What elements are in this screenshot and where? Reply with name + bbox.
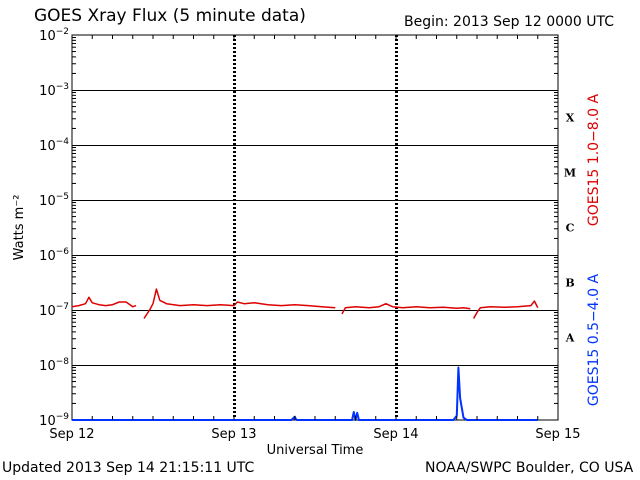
y-tick-base: 10: [39, 304, 56, 319]
y-tick-label: 10−8: [39, 357, 69, 374]
gridlines: [72, 35, 558, 420]
y-tick-exponent: −3: [56, 82, 69, 92]
y-tick-exponent: −6: [56, 247, 70, 257]
y-tick-exponent: −2: [56, 27, 69, 37]
y-tick-exponent: −7: [56, 302, 69, 312]
long-channel-line: [71, 288, 539, 319]
plot-frame: [71, 34, 559, 421]
axes-layer: [72, 35, 558, 420]
short-channel-line: [72, 366, 538, 421]
updated-timestamp: Updated 2013 Sep 14 21:15:11 UTC: [2, 460, 255, 476]
y-tick-label: 10−5: [39, 192, 69, 209]
y-tick-base: 10: [39, 29, 56, 44]
flare-class-label: M: [564, 167, 576, 180]
y-tick-base: 10: [39, 414, 56, 429]
x-tick-label: Sep 12: [49, 427, 94, 442]
flare-class-label: A: [565, 332, 575, 345]
series-layer: [71, 288, 539, 421]
y-tick-exponent: −9: [56, 412, 70, 422]
credit-label: NOAA/SWPC Boulder, CO USA: [425, 460, 634, 476]
series-legend-label: GOES15 0.5−4.0 A: [586, 274, 602, 407]
y-tick-base: 10: [39, 249, 56, 264]
x-tick-label: Sep 13: [211, 427, 256, 442]
chart-title: GOES Xray Flux (5 minute data): [34, 6, 306, 26]
y-tick-label: 10−6: [39, 247, 69, 264]
flare-class-label: B: [565, 277, 574, 290]
y-tick-exponent: −8: [56, 357, 70, 367]
y-tick-label: 10−4: [39, 137, 69, 154]
y-tick-label: 10−9: [39, 412, 69, 429]
y-tick-base: 10: [39, 194, 56, 209]
plot-area: [71, 34, 559, 421]
y-tick-label: 10−2: [39, 27, 69, 44]
begin-time-label: Begin: 2013 Sep 12 0000 UTC: [404, 14, 615, 30]
y-tick-exponent: −4: [56, 137, 70, 147]
flare-class-label: C: [566, 222, 575, 235]
x-tick-label: Sep 14: [373, 427, 418, 442]
y-tick-base: 10: [39, 84, 56, 99]
y-tick-label: 10−3: [39, 82, 69, 99]
y-tick-exponent: −5: [56, 192, 69, 202]
series-legend-label: GOES15 1.0−8.0 A: [586, 94, 602, 227]
flare-class-label: X: [566, 112, 575, 125]
y-axis-label: Watts m⁻²: [12, 195, 27, 261]
x-axis-label: Universal Time: [267, 443, 364, 458]
y-tick-label: 10−7: [39, 302, 69, 319]
x-tick-label: Sep 15: [535, 427, 580, 442]
y-tick-base: 10: [39, 139, 56, 154]
y-tick-base: 10: [39, 359, 56, 374]
